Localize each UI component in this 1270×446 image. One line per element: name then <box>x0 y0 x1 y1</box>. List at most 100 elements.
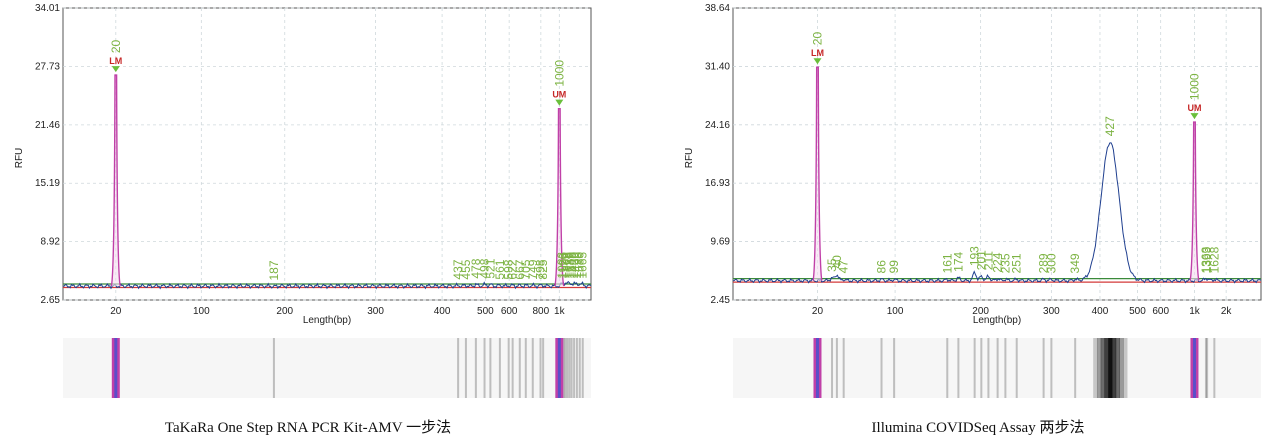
peak-size-label: 1288 <box>562 252 576 279</box>
y-tick-label: 2.65 <box>41 295 61 306</box>
gel-band <box>272 338 275 398</box>
gel-band <box>880 338 883 398</box>
y-tick-label: 15.19 <box>35 178 60 189</box>
plot-area <box>732 7 1262 301</box>
peak-size-label: 798 <box>534 259 548 279</box>
x-tick-label: 1k <box>554 306 566 317</box>
marker-size-label: 1000 <box>552 60 566 87</box>
gel-band <box>573 338 576 398</box>
x-axis-label: Length(bp) <box>973 315 1021 326</box>
x-tick-label: 500 <box>477 306 494 317</box>
gel-band <box>996 338 999 398</box>
peak-size-label: 47 <box>837 260 851 274</box>
marker-label: LM <box>109 56 122 66</box>
x-tick-label: 1k <box>1189 306 1201 317</box>
gel-band <box>457 338 460 398</box>
marker-arrow <box>813 58 822 65</box>
chart-caption: Illumina COVIDSeq Assay 两步法 <box>871 420 1085 436</box>
peak-size-label: 561 <box>493 259 507 279</box>
gel-band <box>489 338 492 398</box>
peak-size-label: 705 <box>519 259 533 279</box>
x-tick-label: 400 <box>434 306 451 317</box>
gel-band <box>893 338 896 398</box>
peak-size-label: 211 <box>981 251 995 270</box>
x-tick-label: 300 <box>367 306 384 317</box>
gel-band <box>946 338 949 398</box>
marker-size-label: 1000 <box>1187 73 1201 100</box>
gel-band <box>1123 338 1128 398</box>
peak-size-label: 1420 <box>567 252 581 279</box>
gel-band <box>578 338 581 398</box>
peak-size-label: 174 <box>951 251 965 271</box>
peak-size-label: 35 <box>825 258 839 272</box>
gel-band <box>842 338 845 398</box>
peak-size-label: 300 <box>1044 253 1058 273</box>
gel-band <box>570 338 573 398</box>
gel-band <box>568 338 571 398</box>
gel-band <box>518 338 521 398</box>
peak-size-label: 161 <box>940 253 954 273</box>
peak-size-label: 289 <box>1037 253 1051 273</box>
gel-band <box>1206 338 1209 398</box>
gel-band <box>973 338 976 398</box>
gel-band <box>1204 338 1207 398</box>
gel-band <box>1004 338 1007 398</box>
marker-peak <box>110 74 121 287</box>
peak-size-label: 224 <box>991 252 1005 272</box>
peak-size-label: 99 <box>887 260 901 274</box>
gel-band <box>566 338 569 398</box>
peak-size-label: 1399 <box>1200 246 1214 273</box>
peak-size-label: 478 <box>469 258 483 278</box>
gel-band <box>474 338 477 398</box>
y-tick-label: 9.69 <box>711 237 731 248</box>
peak-size-label: 1083 <box>555 252 569 279</box>
peak-size-label: 1228 <box>560 252 574 279</box>
y-tick-label: 21.46 <box>35 120 60 131</box>
gel-band <box>564 338 567 398</box>
gel-band <box>987 338 990 398</box>
y-tick-label: 31.40 <box>705 61 730 72</box>
marker-size-label: 20 <box>109 39 123 53</box>
gel-band <box>980 338 983 398</box>
x-tick-label: 20 <box>110 306 122 317</box>
gel-band <box>1015 338 1018 398</box>
electropherogram-onestep: 2.65 8.92 15.19 21.46 27.73 34.01 20 100 200 300 4… <box>14 3 592 398</box>
y-tick-label: 2.45 <box>711 295 731 306</box>
peak-size-label: 193 <box>968 246 982 266</box>
peak-size-label: 1349 <box>565 252 579 279</box>
gel-band <box>1119 338 1124 398</box>
marker-label: UM <box>1187 103 1201 113</box>
peak-size-label: 349 <box>1068 253 1082 273</box>
y-tick-label: 24.16 <box>705 120 730 131</box>
chart-panel-onestep: 2.65 8.92 15.19 21.46 27.73 34.01 20 100 200 300 4… <box>8 0 608 446</box>
gel-band <box>581 338 584 398</box>
peak-size-label: 201 <box>974 250 988 270</box>
y-tick-label: 16.93 <box>705 178 730 189</box>
plot-area <box>62 7 592 301</box>
gel-band <box>575 338 578 398</box>
peak-size-label: 622 <box>506 259 520 279</box>
marker-size-label: 20 <box>810 32 824 46</box>
chart-panel-twostep: 2.45 9.69 16.93 24.16 31.40 38.64 20 100 200 300 4… <box>678 0 1270 446</box>
x-tick-label: 20 <box>812 306 824 317</box>
marker-peak <box>1189 121 1200 281</box>
x-tick-label: 800 <box>532 306 549 317</box>
peak-size-label: 251 <box>1010 253 1024 273</box>
peak-size-label: 1499 <box>570 252 584 279</box>
gel-band <box>1111 338 1117 398</box>
x-tick-label: 300 <box>1043 306 1060 317</box>
gel-band <box>835 338 838 398</box>
peak-size-label: 1126 <box>557 253 571 279</box>
gel-band <box>498 338 501 398</box>
x-tick-label: 500 <box>1129 306 1146 317</box>
gel-band <box>483 338 486 398</box>
gel-marker-band-core <box>557 338 561 398</box>
gel-band <box>1115 338 1120 398</box>
y-tick-label: 27.73 <box>35 61 60 72</box>
peak-size-label: 427 <box>1103 116 1117 136</box>
x-tick-label: 2k <box>1221 306 1233 317</box>
gel-band <box>531 338 534 398</box>
y-tick-label: 8.92 <box>41 237 61 248</box>
peak-size-label: 455 <box>459 259 473 279</box>
x-tick-label: 600 <box>501 306 518 317</box>
